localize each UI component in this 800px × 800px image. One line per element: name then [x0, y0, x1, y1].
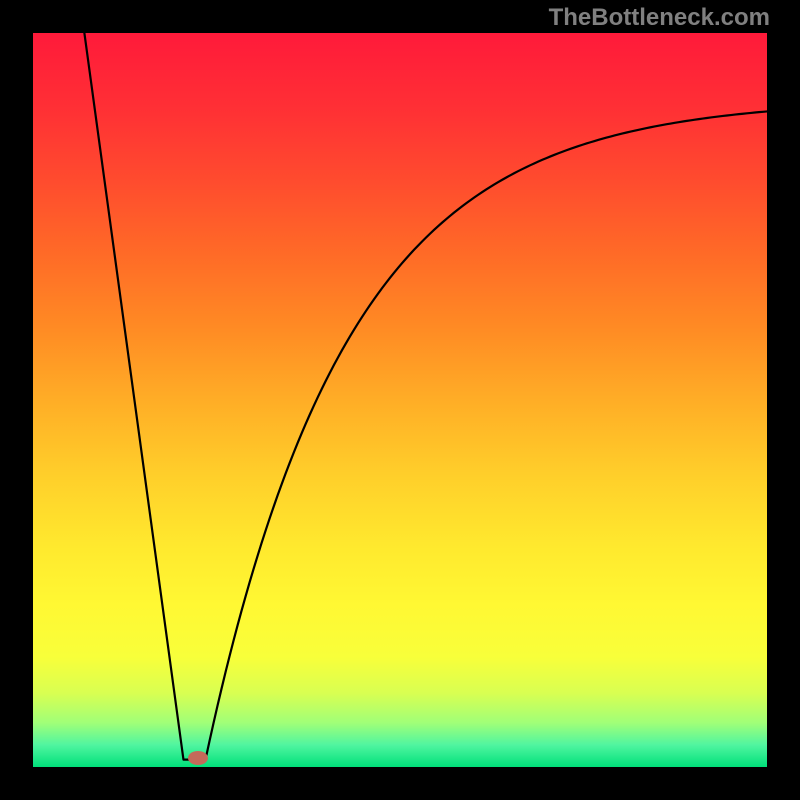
watermark-text: TheBottleneck.com — [549, 4, 770, 32]
plot-area — [33, 33, 767, 767]
heatmap-gradient-background — [33, 33, 767, 767]
